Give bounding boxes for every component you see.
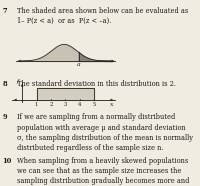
Text: 2: 2: [49, 102, 53, 107]
Text: 8: 8: [2, 80, 7, 88]
Text: The standard deviation in this distribution is 2.: The standard deviation in this distribut…: [17, 80, 176, 88]
Text: 4: 4: [78, 102, 82, 107]
Text: When sampling from a heavily skewed populations
we can see that as the sample si: When sampling from a heavily skewed popu…: [17, 157, 189, 186]
Text: 5: 5: [93, 102, 96, 107]
Text: If we are sampling from a normally distributed
population with average μ and sta: If we are sampling from a normally distr…: [17, 113, 193, 152]
Text: 1: 1: [35, 102, 38, 107]
Text: 7: 7: [2, 7, 7, 15]
Text: 9: 9: [2, 113, 7, 121]
Text: 10: 10: [2, 157, 12, 165]
Text: a: a: [77, 62, 81, 67]
Text: 3: 3: [64, 102, 67, 107]
Text: The shaded area shown below can be evaluated as
1– P(z < a)  or as  P(z < –a).: The shaded area shown below can be evalu…: [17, 7, 188, 25]
Text: f: f: [17, 79, 19, 84]
Text: x: x: [110, 102, 113, 107]
